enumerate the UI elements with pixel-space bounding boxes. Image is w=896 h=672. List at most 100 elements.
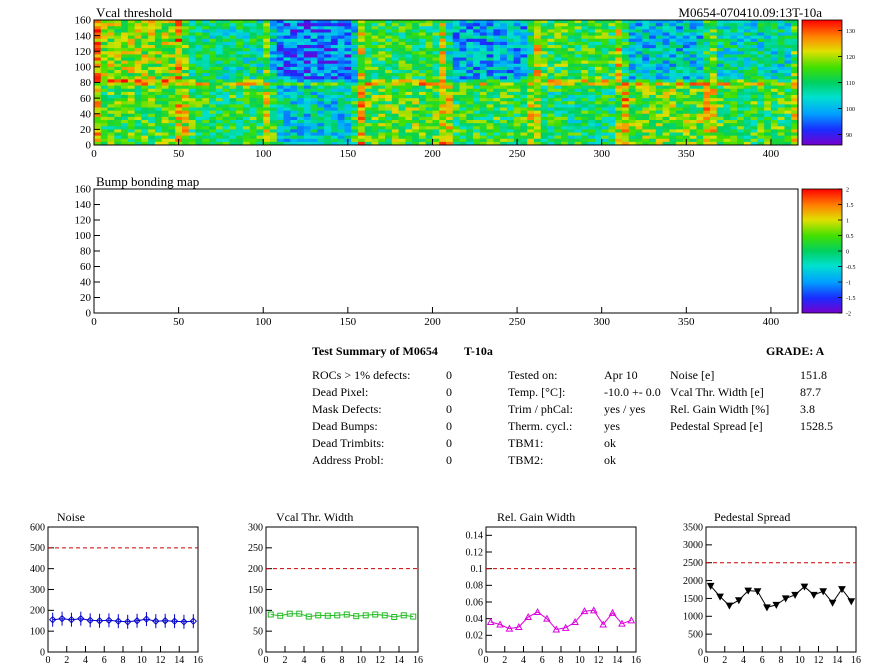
- map-cell: [696, 85, 704, 90]
- map-cell: [547, 57, 555, 62]
- summary-left-label: Dead Bumps:: [312, 419, 378, 433]
- map-cell: [297, 70, 305, 74]
- x-tick-label: 150: [340, 316, 357, 328]
- map-cell: [561, 120, 569, 124]
- map-cell: [723, 60, 731, 65]
- map-cell: [432, 129, 440, 133]
- map-cell: [764, 54, 772, 58]
- map-cell: [628, 82, 636, 87]
- map-cell: [750, 110, 758, 115]
- map-cell: [290, 41, 298, 46]
- map-cell: [270, 113, 278, 118]
- map-cell: [737, 45, 745, 49]
- map-cell: [791, 32, 799, 37]
- map-cell: [716, 85, 724, 90]
- map-cell: [750, 104, 758, 108]
- map-cell: [283, 138, 291, 143]
- map-cell: [222, 73, 230, 77]
- y-tick-label: 20: [80, 124, 92, 136]
- map-cell: [479, 104, 488, 108]
- map-cell: [242, 126, 251, 130]
- map-cell: [588, 82, 596, 87]
- map-cell: [655, 85, 664, 90]
- map-cell: [520, 45, 528, 49]
- map-cell: [642, 82, 650, 87]
- map-cell: [446, 57, 454, 62]
- map-cell: [574, 20, 582, 24]
- map-cell: [107, 138, 115, 143]
- map-cell: [100, 66, 108, 71]
- map-cell: [710, 20, 718, 24]
- map-cell: [317, 141, 325, 146]
- map-cell: [561, 91, 569, 96]
- map-cell: [791, 95, 799, 99]
- map-cell: [324, 54, 332, 58]
- map-cell: [601, 98, 609, 102]
- map-cell: [669, 26, 677, 30]
- map-cell: [202, 95, 210, 99]
- map-cell: [385, 29, 393, 33]
- map-cell: [317, 48, 325, 52]
- map-cell: [534, 26, 542, 30]
- map-cell: [655, 116, 664, 121]
- map-cell: [141, 141, 149, 146]
- map-cell: [344, 107, 352, 112]
- map-cell: [263, 98, 271, 102]
- map-cell: [784, 32, 792, 37]
- map-cell: [391, 73, 400, 77]
- map-cell: [764, 116, 772, 121]
- map-cell: [439, 38, 447, 43]
- map-cell: [547, 141, 555, 146]
- map-cell: [168, 48, 176, 52]
- map-cell: [439, 45, 447, 49]
- y-tick-label: 60: [80, 93, 92, 105]
- map-cell: [154, 73, 163, 77]
- map-cell: [777, 138, 785, 143]
- map-cell: [364, 29, 372, 33]
- map-cell: [412, 116, 420, 121]
- map-cell: [364, 107, 372, 112]
- map-cell: [554, 110, 562, 115]
- map-cell: [662, 120, 670, 124]
- map-cell: [649, 60, 657, 65]
- map-cell: [764, 57, 772, 62]
- map-cell: [188, 79, 196, 83]
- map-cell: [770, 123, 779, 127]
- map-cell: [777, 45, 785, 49]
- map-cell: [371, 138, 379, 143]
- map-cell: [682, 54, 691, 58]
- map-cell: [723, 70, 731, 74]
- map-cell: [581, 60, 589, 65]
- map-cell: [114, 38, 122, 43]
- map-cell: [364, 51, 372, 55]
- map-cell: [655, 110, 664, 115]
- map-cell: [209, 70, 217, 74]
- map-cell: [628, 70, 636, 74]
- map-cell: [737, 32, 745, 37]
- map-cell: [473, 73, 481, 77]
- map-cell: [127, 135, 136, 140]
- map-cell: [574, 104, 582, 108]
- map-cell: [777, 63, 785, 68]
- map-cell: [391, 32, 400, 37]
- map-cell: [324, 45, 332, 49]
- map-cell: [337, 26, 345, 30]
- map-cell: [405, 82, 413, 87]
- map-cell: [452, 141, 460, 146]
- map-cell: [520, 60, 528, 65]
- map-cell: [134, 41, 142, 46]
- map-cell: [202, 32, 210, 37]
- map-cell: [324, 73, 332, 77]
- map-cell: [601, 113, 609, 118]
- map-cell: [574, 135, 582, 140]
- map-cell: [276, 126, 284, 130]
- map-cell: [418, 26, 427, 30]
- map-cell: [256, 91, 264, 96]
- map-cell: [689, 54, 697, 58]
- map-cell: [242, 73, 251, 77]
- map-cell: [757, 135, 765, 140]
- map-cell: [662, 82, 670, 87]
- map-cell: [486, 126, 494, 130]
- map-cell: [716, 91, 724, 96]
- map-cell: [561, 101, 569, 105]
